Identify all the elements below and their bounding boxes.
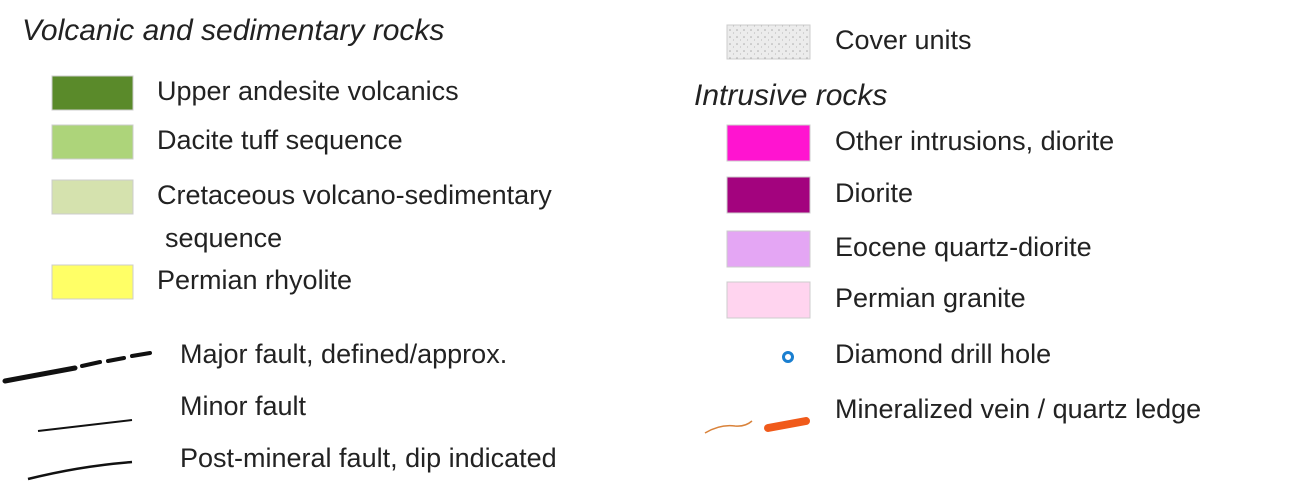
legend-label: Major fault, defined/approx. [180,339,507,369]
legend-label: Mineralized vein / quartz ledge [835,394,1201,424]
legend-swatch [726,124,811,162]
legend-swatch [51,179,134,215]
legend-swatch [51,124,134,160]
swatch-texture [727,25,810,59]
section-title: Intrusive rocks [694,79,887,112]
legend-label: Other intrusions, diorite [835,126,1114,156]
vein-symbol [704,420,753,434]
major-fault-symbol [2,351,152,384]
minor-fault-symbol [37,419,133,432]
legend-label: Upper andesite volcanics [157,76,459,106]
legend-swatch [51,75,134,111]
legend-label: Cover units [835,25,972,55]
legend-label: sequence [165,223,282,253]
legend-label: Minor fault [180,391,307,421]
legend-label: Permian rhyolite [157,265,352,295]
legend-label: Permian granite [835,283,1026,313]
section-title: Volcanic and sedimentary rocks [22,14,444,47]
legend-swatch [51,264,134,300]
legend-label: Post-mineral fault, dip indicated [180,443,557,473]
legend-label: Dacite tuff sequence [157,125,403,155]
legend-swatch [726,176,811,214]
legend-label: Cretaceous volcano-sedimentary [157,180,552,210]
ledge-symbol [764,417,810,432]
legend-label: Diamond drill hole [835,339,1051,369]
post-mineral-fault-symbol [27,460,133,481]
legend-swatch [726,230,811,268]
legend-label: Eocene quartz-diorite [835,232,1092,262]
drill-hole-symbol [782,351,794,363]
legend-swatch [726,281,811,319]
legend-label: Diorite [835,178,913,208]
